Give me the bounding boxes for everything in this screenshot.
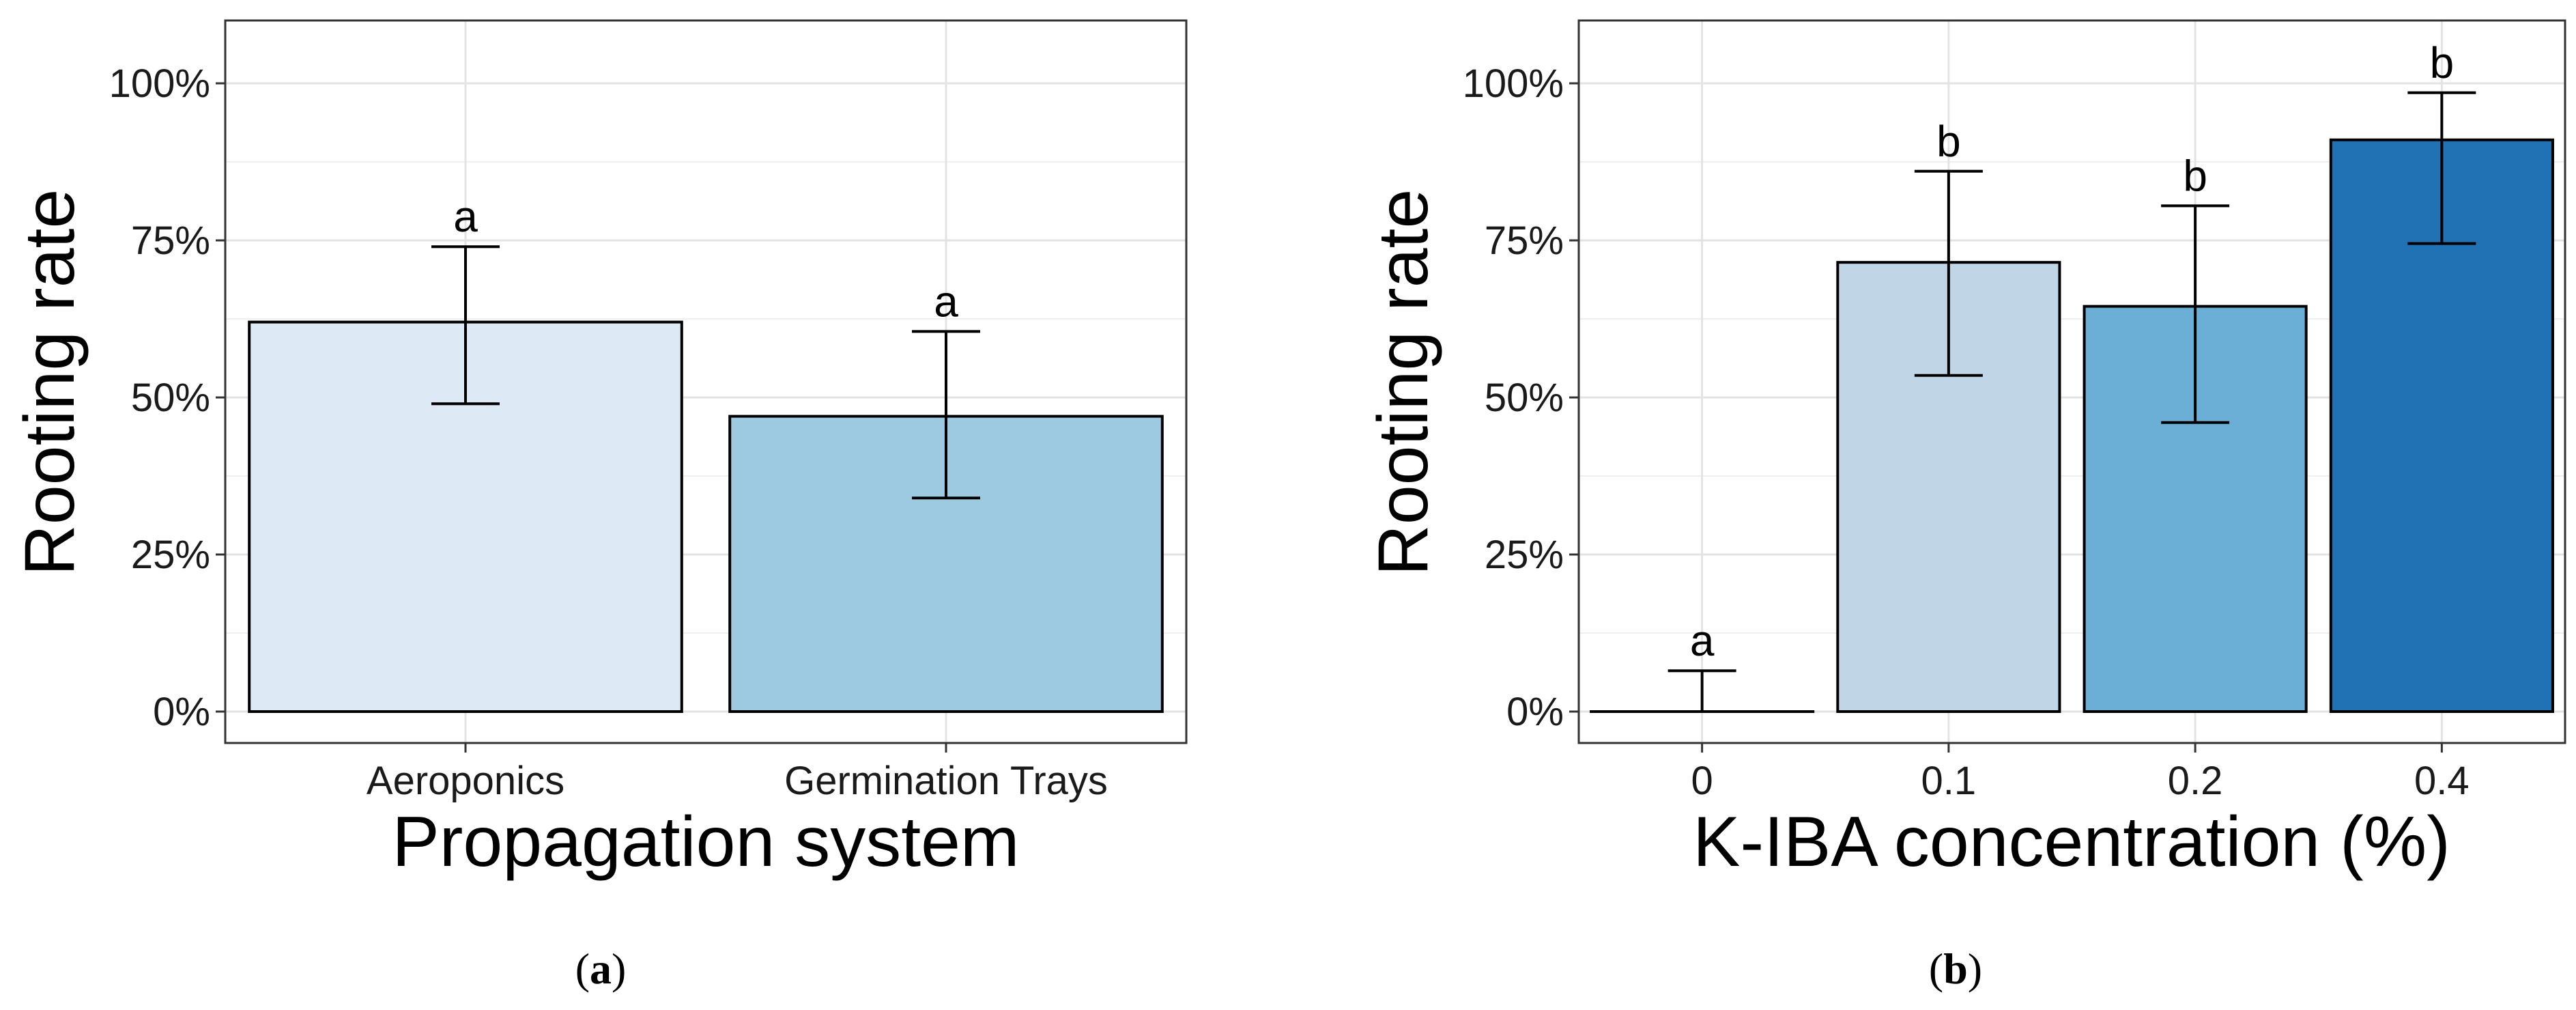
panel-a-error-bar-0: [431, 245, 500, 406]
panel-b-x-axis-title: K-IBA concentration (%): [1693, 802, 2450, 882]
panel-a-plot-border: [224, 19, 1188, 744]
panel-b-significance-label-2: b: [2183, 151, 2207, 200]
panel-a-y-tick-label-0: 0%: [153, 690, 210, 734]
panel-b-significance-label-0: a: [1690, 616, 1715, 665]
panel-b-y-tick-label-1: 25%: [1485, 533, 1564, 577]
panel-b-plot-border: [1577, 19, 2566, 744]
panel-b-x-tick-label-3: 0.4: [2414, 759, 2470, 803]
panel-a-x-axis-title: Propagation system: [392, 802, 1019, 882]
panel-b-error-bar-0: [1668, 669, 1736, 713]
chart-panel-a: a a 0% 25% 50% 75% 100% Aeroponics Germination T…: [10, 19, 1188, 882]
panel-a-y-tick-label-1: 25%: [131, 533, 210, 577]
panel-b-y-tick-label-2: 50%: [1485, 376, 1564, 420]
panel-b-error-bar-2: [2161, 204, 2230, 424]
panel-a-significance-label-1: a: [934, 277, 958, 326]
panel-b-y-axis-title: Rooting rate: [1364, 189, 1443, 576]
panel-a-y-axis-title: Rooting rate: [10, 189, 89, 576]
panel-a-caption: (a): [575, 944, 627, 993]
panel-b-caption: (b): [1929, 944, 1982, 993]
panel-b-x-tick-label-0: 0: [1691, 759, 1713, 803]
panel-a-error-bar-1: [912, 330, 980, 500]
chart-panel-b: a b b b 0% 25% 50% 75% 100% 0 0.1 0.2 0.4K-IBA conce…: [1364, 19, 2566, 882]
panel-b-error-bar-1: [1914, 169, 1983, 377]
panel-b-y-tick-label-0: 0%: [1506, 690, 1564, 734]
panel-b-y-tick-label-3: 75%: [1485, 219, 1564, 263]
panel-a-y-tick-label-2: 50%: [131, 376, 210, 420]
panel-b-x-tick-label-2: 0.2: [2168, 759, 2223, 803]
panel-b-error-bar-3: [2407, 91, 2476, 245]
panel-a-y-tick-label-3: 75%: [131, 219, 210, 263]
panel-b-significance-label-3: b: [2430, 38, 2455, 87]
panel-b-significance-label-1: b: [1936, 117, 1961, 166]
panel-b-y-tick-label-4: 100%: [1463, 61, 1564, 106]
panel-a-x-tick-label-1: Germination Trays: [784, 759, 1108, 803]
panel-a-significance-label-0: a: [453, 192, 478, 241]
panel-b-x-tick-label-1: 0.1: [1921, 759, 1977, 803]
panel-a-y-tick-label-4: 100%: [109, 61, 210, 106]
panel-a-x-tick-label-0: Aeroponics: [367, 759, 564, 803]
